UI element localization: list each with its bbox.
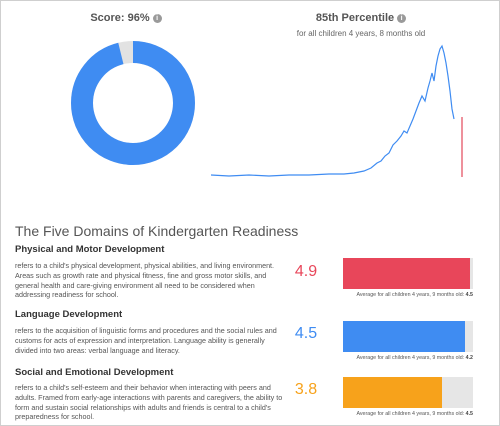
domain-average-social: Average for all children 4 years, 9 mont…	[343, 411, 473, 417]
average-value: 4.5	[465, 411, 473, 417]
score-label: Score: 96%	[90, 12, 150, 24]
average-caption: Average for all children 4 years, 9 mont…	[356, 355, 465, 361]
domain-average-language: Average for all children 4 years, 9 mont…	[343, 355, 473, 361]
percentile-subtitle: for all children 4 years, 8 months old	[296, 29, 426, 38]
domain-bar-language	[343, 321, 473, 352]
average-caption: Average for all children 4 years, 9 mont…	[356, 411, 465, 417]
info-icon[interactable]: i	[152, 14, 162, 23]
percentile-heading: 85th Percentile i	[271, 12, 451, 24]
domain-score-physical: 4.9	[294, 263, 318, 280]
domain-description-social: refers to a child's self-esteem and thei…	[15, 383, 283, 422]
domain-title-physical: Physical and Motor Development	[15, 244, 165, 255]
domain-average-physical: Average for all children 4 years, 9 mont…	[343, 292, 473, 298]
domain-title-language: Language Development	[15, 309, 123, 320]
domain-bar-physical	[343, 258, 473, 289]
average-value: 4.2	[465, 355, 473, 361]
score-heading: Score: 96% i	[71, 12, 181, 24]
domain-title-social: Social and Emotional Development	[15, 367, 174, 378]
domain-bar-fill-social	[343, 377, 442, 408]
average-caption: Average for all children 4 years, 9 mont…	[356, 292, 465, 298]
domain-bar-fill-language	[343, 321, 466, 352]
section-title: The Five Domains of Kindergarten Readine…	[15, 223, 299, 239]
info-icon[interactable]: i	[397, 14, 407, 23]
score-donut-fill	[71, 41, 195, 165]
domain-score-social: 3.8	[294, 381, 318, 398]
domain-description-language: refers to the acquisition of linguistic …	[15, 326, 277, 355]
domain-bar-fill-physical	[343, 258, 471, 289]
percentile-distribution-chart	[210, 44, 463, 177]
percentile-label: 85th Percentile	[315, 12, 395, 24]
distribution-curve	[210, 44, 455, 177]
score-donut-chart	[71, 41, 195, 165]
average-value: 4.5	[465, 292, 473, 298]
domain-bar-social	[343, 377, 473, 408]
domain-score-language: 4.5	[294, 325, 318, 342]
domain-description-physical: refers to a child's physical development…	[15, 261, 275, 300]
